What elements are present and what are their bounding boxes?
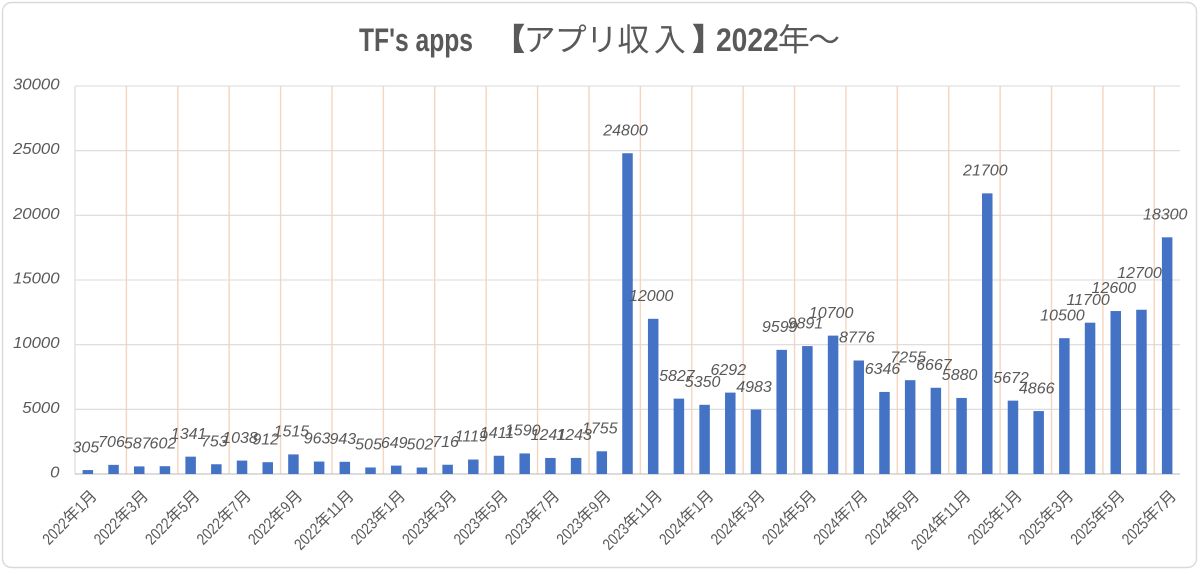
svg-text:5350: 5350	[685, 374, 721, 391]
svg-text:912: 912	[252, 431, 279, 448]
svg-text:12600: 12600	[1092, 280, 1137, 297]
svg-text:10500: 10500	[1040, 307, 1085, 324]
svg-text:1119: 1119	[455, 429, 488, 446]
svg-text:21700: 21700	[962, 163, 1008, 180]
svg-text:1241: 1241	[531, 427, 567, 444]
svg-text:587: 587	[124, 436, 152, 453]
svg-text:1341: 1341	[171, 426, 207, 443]
svg-text:716: 716	[432, 434, 459, 451]
svg-text:12000: 12000	[629, 288, 674, 305]
svg-text:649: 649	[381, 435, 408, 452]
svg-text:1243: 1243	[556, 427, 592, 444]
svg-text:24800: 24800	[602, 123, 648, 140]
svg-text:753: 753	[201, 434, 228, 451]
svg-text:5827: 5827	[659, 368, 696, 385]
svg-text:9891: 9891	[788, 315, 824, 332]
svg-text:6346: 6346	[865, 361, 901, 378]
svg-text:2022: 2022	[716, 22, 779, 58]
svg-text:15000: 15000	[13, 271, 60, 288]
svg-text:30000: 30000	[13, 77, 60, 94]
svg-text:5672: 5672	[993, 370, 1029, 387]
svg-text:602: 602	[150, 435, 177, 452]
svg-text:963: 963	[304, 431, 331, 448]
svg-text:1755: 1755	[582, 421, 618, 438]
svg-text:502: 502	[407, 437, 434, 454]
svg-text:TF's apps: TF's apps	[359, 22, 473, 58]
svg-text:943: 943	[329, 431, 356, 448]
svg-text:5000: 5000	[22, 400, 59, 417]
svg-text:0: 0	[50, 465, 59, 482]
svg-text:305: 305	[72, 439, 99, 456]
svg-text:5880: 5880	[942, 367, 978, 384]
svg-text:10700: 10700	[809, 305, 854, 322]
svg-text:505: 505	[355, 437, 382, 454]
svg-text:9599: 9599	[762, 319, 798, 336]
svg-text:4983: 4983	[736, 379, 772, 396]
svg-text:11700: 11700	[1066, 292, 1109, 309]
svg-text:8776: 8776	[839, 330, 875, 347]
svg-text:20000: 20000	[12, 206, 60, 223]
svg-text:1411: 1411	[480, 425, 514, 442]
svg-text:12700: 12700	[1117, 265, 1162, 282]
svg-text:6667: 6667	[916, 357, 953, 374]
svg-text:10000: 10000	[13, 335, 60, 352]
svg-text:706: 706	[98, 434, 125, 451]
svg-text:18300: 18300	[1143, 207, 1188, 224]
svg-text:1515: 1515	[274, 424, 310, 441]
svg-text:6292: 6292	[711, 362, 747, 379]
svg-text:1038: 1038	[222, 430, 258, 447]
svg-text:7255: 7255	[890, 349, 926, 366]
svg-text:25000: 25000	[12, 141, 60, 158]
svg-text:1590: 1590	[505, 423, 541, 440]
svg-text:4866: 4866	[1019, 380, 1055, 397]
